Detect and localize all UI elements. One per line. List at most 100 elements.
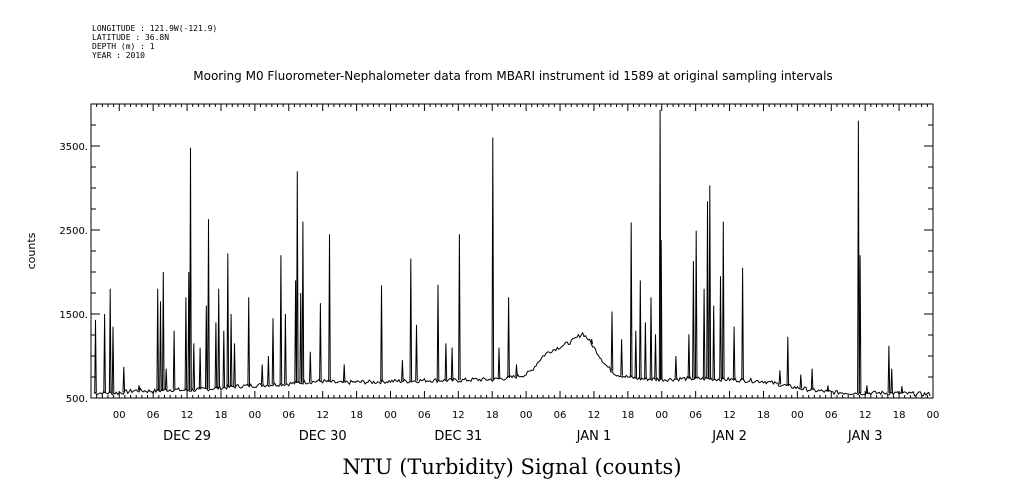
data-spike: [778, 370, 782, 385]
data-spike: [319, 303, 322, 382]
day-label: JAN 2: [711, 429, 747, 444]
x-tick-label: 00: [384, 410, 397, 421]
data-spike: [205, 305, 208, 390]
x-tick-label: 12: [588, 410, 601, 421]
data-spike: [639, 280, 642, 379]
data-spike: [214, 322, 218, 389]
data-spike: [900, 386, 904, 394]
data-spike: [111, 326, 115, 394]
x-tick-label: 12: [723, 410, 736, 421]
x-tick-label: 06: [147, 410, 160, 421]
data-spike: [644, 322, 647, 379]
data-spike: [296, 171, 299, 383]
data-spike: [692, 261, 695, 379]
data-spike: [156, 288, 159, 391]
data-spike: [192, 343, 196, 390]
data-spike: [172, 330, 176, 390]
data-spike: [659, 240, 663, 380]
data-spike: [826, 385, 830, 392]
x-tick-labels: 00 06 12 18 00 06 12 18 00 06 12 18 00 06 12 18 00 06 12 18…: [113, 410, 939, 421]
data-spike: [415, 324, 418, 381]
data-spike: [401, 360, 404, 382]
y-tick-label: 500.: [66, 394, 88, 405]
data-spike: [610, 311, 614, 372]
data-spike: [458, 234, 461, 381]
data-spike: [328, 234, 331, 382]
x-tick-label: 00: [249, 410, 262, 421]
x-tick-label: 18: [486, 410, 499, 421]
day-label: JAN 1: [576, 429, 612, 444]
day-label: JAN 3: [847, 429, 883, 444]
data-spike: [342, 364, 346, 383]
data-spike: [94, 319, 97, 394]
x-tick-label: 00: [520, 410, 533, 421]
x-tick-label: 18: [350, 410, 363, 421]
x-tick-label: 18: [621, 410, 634, 421]
x-tick-label: 12: [859, 410, 872, 421]
x-tick-label: 12: [316, 410, 329, 421]
data-spike: [799, 374, 803, 389]
data-spike: [694, 230, 698, 379]
x-tick-label: 12: [452, 410, 465, 421]
data-spike: [497, 347, 501, 379]
data-spike: [207, 219, 210, 389]
data-spike: [380, 285, 383, 382]
x-tick-label: 00: [655, 410, 668, 421]
x-axis-label: NTU (Turbidity) Signal (counts): [342, 455, 681, 479]
data-spike: [629, 222, 633, 378]
data-spike: [436, 284, 440, 381]
data-spike: [103, 313, 106, 394]
data-spike: [299, 292, 302, 383]
data-spike: [722, 221, 725, 380]
data-spike: [590, 339, 593, 345]
day-labels: DEC 29 DEC 30 DEC 31 JAN 1 JAN 2 JAN 3: [163, 429, 882, 444]
x-tick-label: 18: [215, 410, 228, 421]
plot-frame: [90, 103, 934, 399]
data-spike: [184, 297, 188, 391]
data-spike: [164, 368, 168, 391]
data-spike: [649, 297, 653, 380]
x-tick-label: 06: [825, 410, 838, 421]
data-spike: [450, 347, 454, 381]
data-spike: [810, 368, 814, 391]
x-tick-label: 12: [181, 410, 194, 421]
data-spike: [108, 288, 112, 394]
data-spike: [226, 253, 230, 388]
data-spike: [217, 288, 220, 389]
day-label: DEC 30: [299, 429, 347, 444]
metadata-line: LATITUDE : 36.8N: [92, 33, 169, 42]
data-spike: [706, 201, 709, 379]
x-tick-label: 06: [418, 410, 431, 421]
day-label: DEC 31: [434, 429, 482, 444]
data-spike: [654, 334, 657, 380]
data-spike: [708, 185, 712, 379]
data-spike: [634, 330, 638, 379]
axis-ticks: [90, 103, 934, 399]
data-spike: [712, 305, 715, 379]
metadata-block: LONGITUDE : 121.9W(-121.9) LATITUDE : 36…: [92, 24, 217, 60]
data-spike: [409, 258, 413, 382]
data-spike: [687, 334, 691, 379]
x-tick-label: 00: [113, 410, 126, 421]
data-spike: [858, 255, 862, 394]
data-spike: [719, 276, 722, 380]
data-spike: [741, 267, 744, 381]
data-spike: [786, 336, 790, 387]
data-spike: [732, 326, 736, 380]
data-spike: [444, 343, 448, 381]
metadata-line: LONGITUDE : 121.9W(-121.9): [92, 24, 217, 33]
data-spike: [222, 330, 226, 388]
x-tick-label: 00: [791, 410, 804, 421]
data-spike: [198, 347, 202, 390]
metadata-line: DEPTH (m) : 1: [92, 42, 155, 51]
x-tick-label: 00: [927, 410, 940, 421]
data-spike: [702, 288, 706, 379]
x-tick-label: 18: [757, 410, 770, 421]
data-spike: [137, 385, 141, 391]
data-spike: [674, 355, 678, 380]
data-spike: [233, 343, 236, 387]
data-spike: [122, 366, 126, 393]
data-spike: [271, 318, 275, 385]
data-spike: [491, 137, 495, 380]
